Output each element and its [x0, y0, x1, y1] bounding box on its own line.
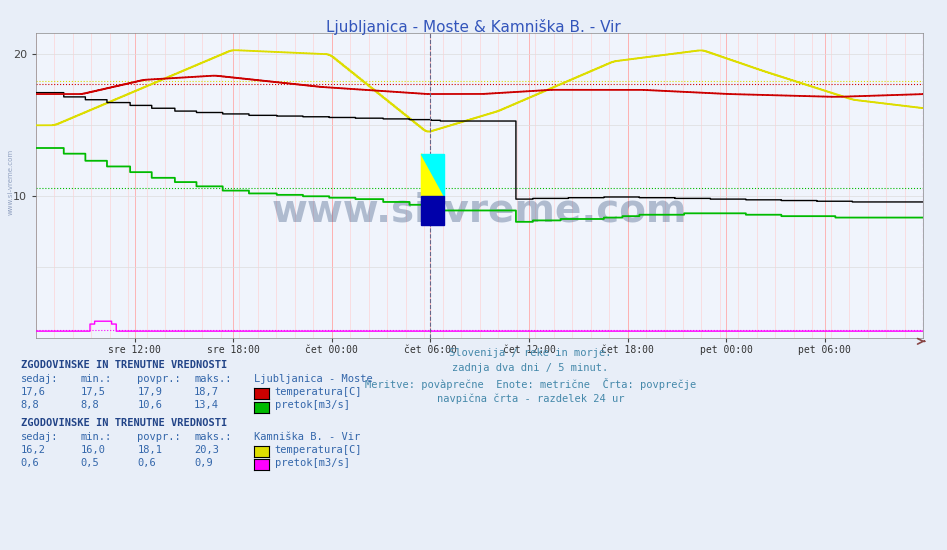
Text: 0,6: 0,6: [137, 458, 156, 468]
Text: 17,6: 17,6: [21, 387, 45, 397]
Text: sedaj:: sedaj:: [21, 374, 59, 384]
Text: Ljubljanica - Moste & Kamniška B. - Vir: Ljubljanica - Moste & Kamniška B. - Vir: [326, 19, 621, 35]
Text: 0,6: 0,6: [21, 458, 40, 468]
Text: 16,0: 16,0: [80, 444, 105, 455]
Text: temperatura[C]: temperatura[C]: [275, 387, 362, 397]
Text: 18,1: 18,1: [137, 444, 162, 455]
Text: Slovenija / reke in morje.: Slovenija / reke in morje.: [449, 348, 612, 358]
Text: 16,2: 16,2: [21, 444, 45, 455]
Text: 18,7: 18,7: [194, 387, 219, 397]
Text: www.si-vreme.com: www.si-vreme.com: [8, 148, 13, 214]
Text: povpr.:: povpr.:: [137, 432, 181, 442]
Text: 17,5: 17,5: [80, 387, 105, 397]
Text: 8,8: 8,8: [80, 400, 99, 410]
Text: navpična črta - razdelek 24 ur: navpična črta - razdelek 24 ur: [437, 394, 624, 404]
Text: 20,3: 20,3: [194, 444, 219, 455]
Text: ZGODOVINSKE IN TRENUTNE VREDNOSTI: ZGODOVINSKE IN TRENUTNE VREDNOSTI: [21, 360, 227, 371]
Text: ZGODOVINSKE IN TRENUTNE VREDNOSTI: ZGODOVINSKE IN TRENUTNE VREDNOSTI: [21, 418, 227, 428]
Text: pretok[m3/s]: pretok[m3/s]: [275, 400, 349, 410]
Text: min.:: min.:: [80, 432, 112, 442]
Text: maks.:: maks.:: [194, 432, 232, 442]
Text: 0,9: 0,9: [194, 458, 213, 468]
Text: zadnja dva dni / 5 minut.: zadnja dva dni / 5 minut.: [453, 363, 608, 373]
Text: 0,5: 0,5: [80, 458, 99, 468]
Text: povpr.:: povpr.:: [137, 374, 181, 384]
Polygon shape: [421, 196, 443, 224]
Text: sedaj:: sedaj:: [21, 432, 59, 442]
Text: 17,9: 17,9: [137, 387, 162, 397]
Text: 13,4: 13,4: [194, 400, 219, 410]
Text: maks.:: maks.:: [194, 374, 232, 384]
Text: Ljubljanica - Moste: Ljubljanica - Moste: [254, 374, 372, 384]
Text: Kamniška B. - Vir: Kamniška B. - Vir: [254, 432, 360, 442]
Text: 10,6: 10,6: [137, 400, 162, 410]
Text: Meritve: povàprečne  Enote: metrične  Črta: povprečje: Meritve: povàprečne Enote: metrične Črta…: [365, 378, 696, 390]
Text: pretok[m3/s]: pretok[m3/s]: [275, 458, 349, 468]
Text: www.si-vreme.com: www.si-vreme.com: [272, 191, 688, 229]
Polygon shape: [421, 153, 443, 196]
Text: temperatura[C]: temperatura[C]: [275, 444, 362, 455]
Text: 8,8: 8,8: [21, 400, 40, 410]
Polygon shape: [421, 153, 443, 196]
Text: min.:: min.:: [80, 374, 112, 384]
